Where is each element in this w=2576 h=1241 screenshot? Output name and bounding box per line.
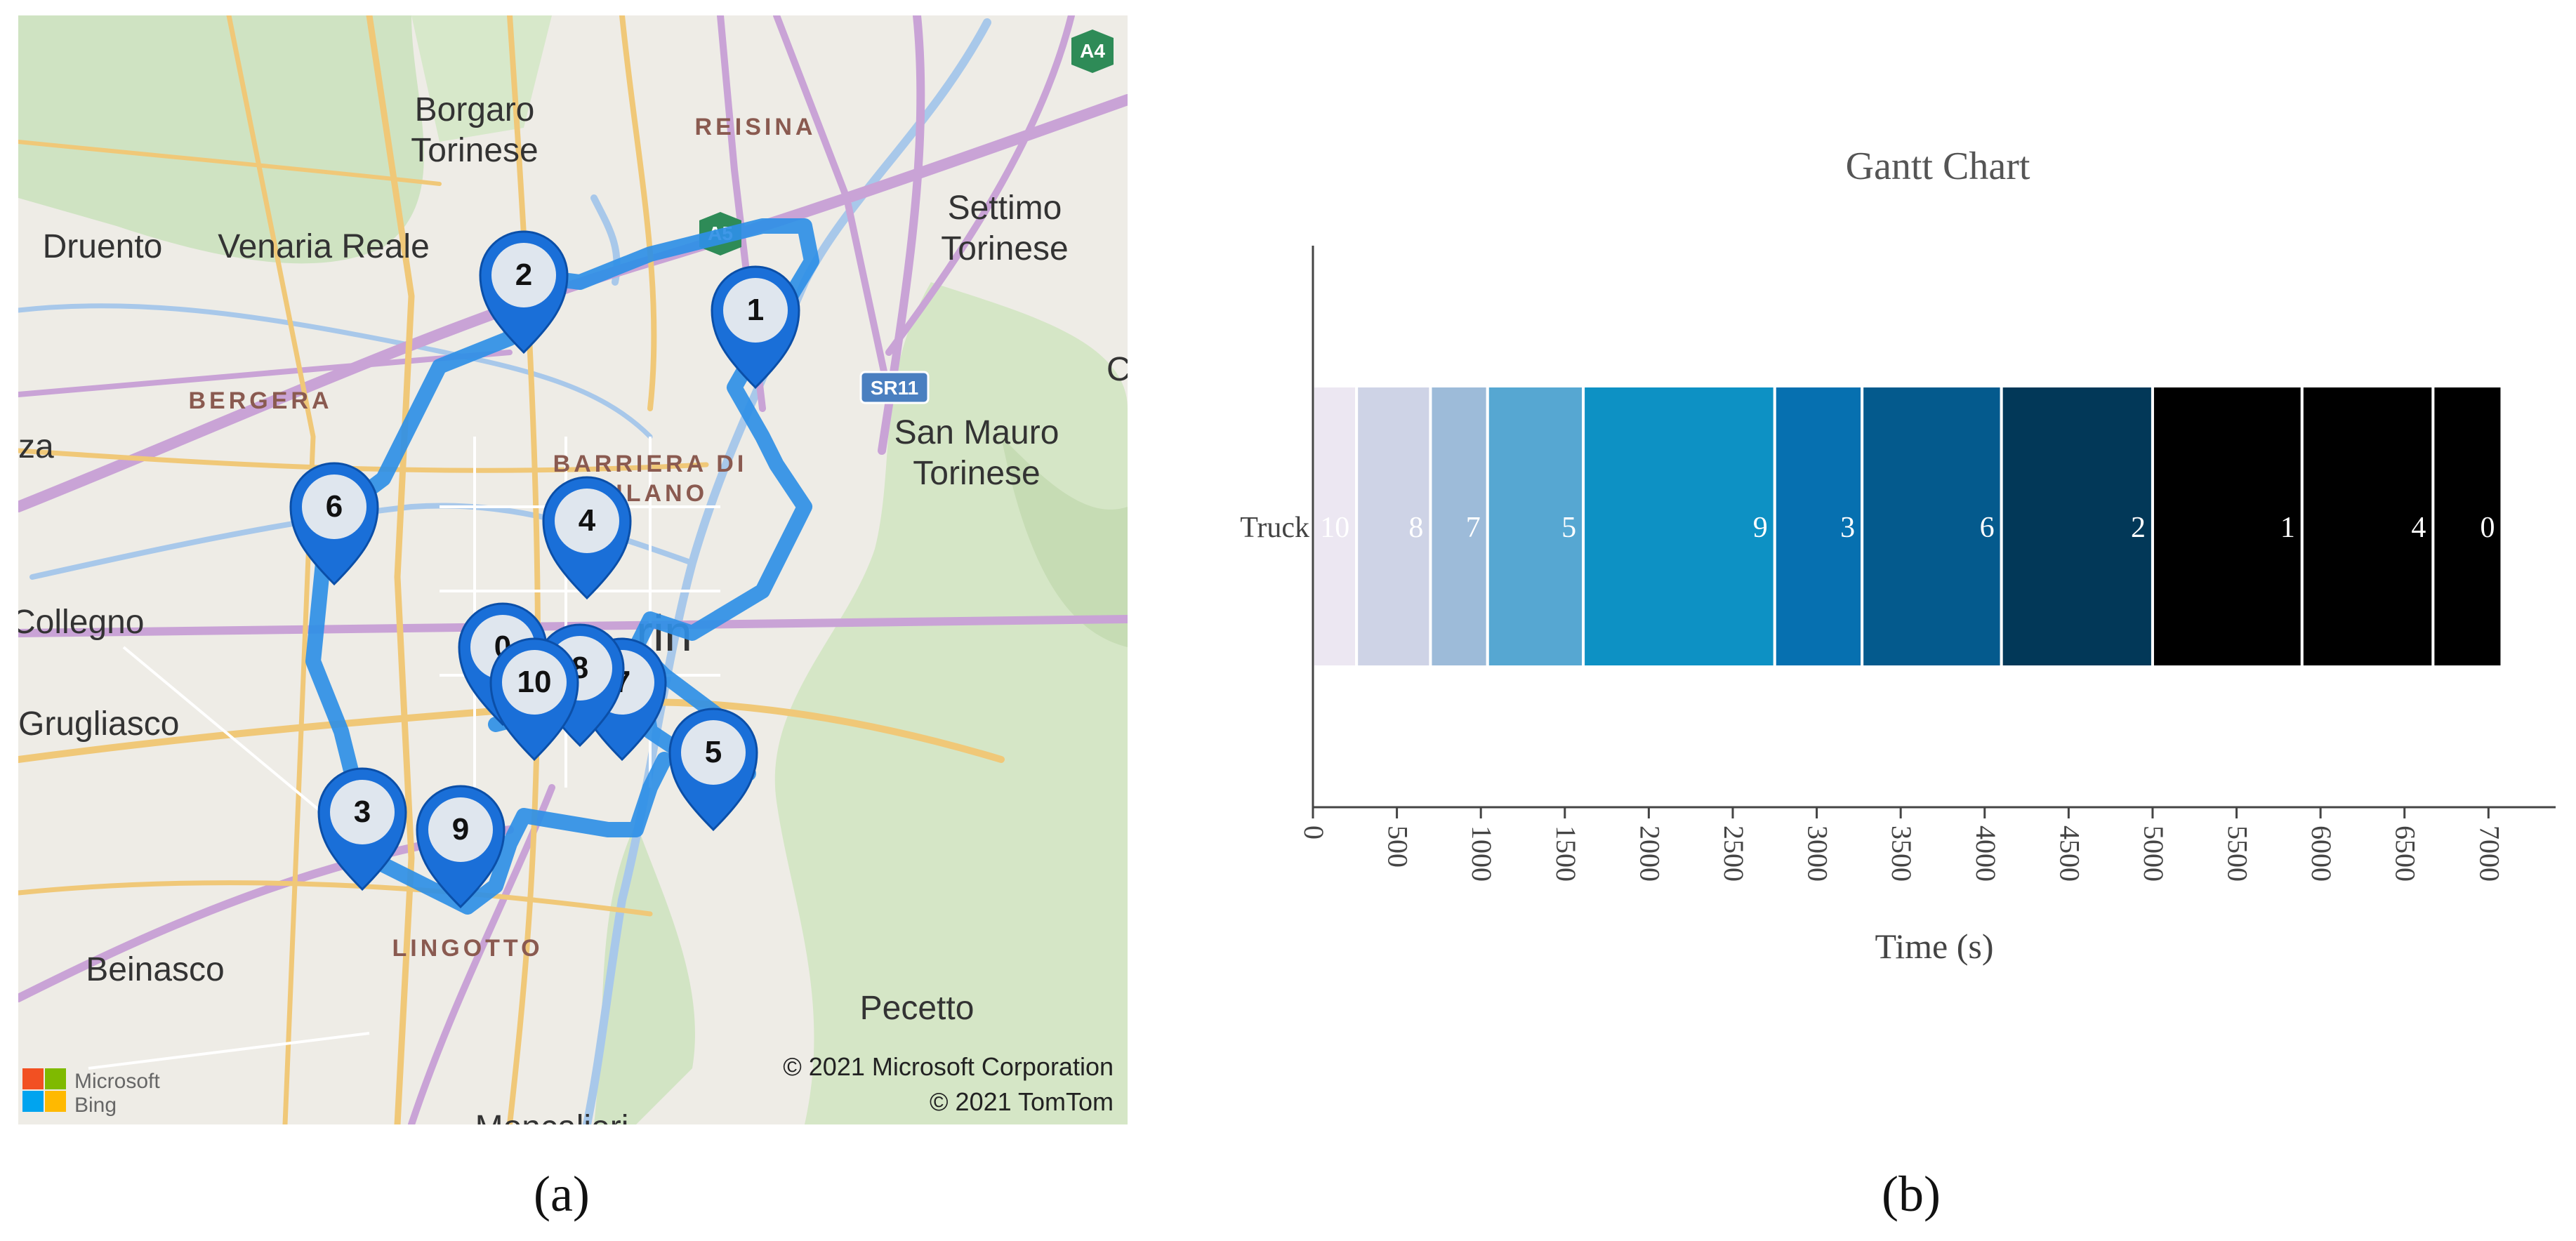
pin-stop-2-label: 2 bbox=[515, 258, 532, 292]
pin-stop-3-label: 3 bbox=[354, 795, 371, 829]
pin-stop-4-label: 4 bbox=[579, 503, 596, 538]
label-edge-c: C bbox=[1107, 351, 1128, 388]
pin-stop-6-label: 6 bbox=[326, 489, 343, 524]
copyright-microsoft: © 2021 Microsoft Corporation bbox=[783, 1052, 1114, 1081]
label-reisina: REISINA bbox=[695, 114, 817, 140]
gantt-segment-7 bbox=[1429, 385, 1489, 668]
x-tick-label-3000: 3000 bbox=[1802, 825, 1834, 882]
gantt-segment-label-4: 4 bbox=[2411, 512, 2426, 544]
x-tick-label-5000: 5000 bbox=[2138, 825, 2169, 882]
x-tick-label-1500: 1500 bbox=[1550, 825, 1582, 882]
bing-logo: Microsoft Bing bbox=[22, 1068, 160, 1117]
label-venaria: Venaria Reale bbox=[218, 228, 430, 265]
x-tick-label-6000: 6000 bbox=[2306, 825, 2337, 882]
pin-stop-1-label: 1 bbox=[747, 293, 764, 327]
category-label-truck: Truck bbox=[1240, 512, 1309, 544]
x-axis-ticks: 0 500 1000 1500 2000 2500 3000 3500 4000 4500 5000… bbox=[1298, 807, 2505, 882]
gantt-segment-5 bbox=[1486, 385, 1585, 668]
gantt-bars bbox=[1312, 385, 2504, 668]
x-tick-label-2500: 2500 bbox=[1718, 825, 1750, 882]
x-tick-label-1000: 1000 bbox=[1466, 825, 1498, 882]
label-san-mauro: San Mauro Torinese bbox=[894, 414, 1059, 492]
gantt-segment-9 bbox=[1582, 385, 1776, 668]
label-bergera: BERGERA bbox=[188, 387, 332, 414]
pin-stop-9[interactable]: 9 bbox=[416, 785, 506, 908]
green-areas bbox=[18, 15, 1128, 1124]
label-pecetto: Pecetto bbox=[860, 990, 975, 1027]
label-settimo: Settimo Torinese bbox=[941, 190, 1068, 267]
brand-microsoft-text: Microsoft bbox=[74, 1070, 160, 1093]
caption-b: (b) bbox=[1882, 1166, 1941, 1222]
road-badge-sr11-text: SR11 bbox=[871, 377, 919, 399]
pin-stop-9-label: 9 bbox=[452, 812, 469, 847]
x-tick-label-2000: 2000 bbox=[1634, 825, 1665, 882]
pin-stop-2[interactable]: 2 bbox=[479, 230, 569, 354]
label-collegno: Collegno bbox=[18, 604, 144, 641]
map-canvas[interactable]: A4 A5 SR11 Borgaro Torinese REISINA Setti… bbox=[18, 15, 1128, 1124]
gantt-segment-label-6: 6 bbox=[1980, 512, 1995, 544]
pin-stop-1[interactable]: 1 bbox=[711, 265, 800, 389]
gantt-segment-10 bbox=[1312, 385, 1359, 668]
pin-stop-5[interactable]: 5 bbox=[668, 708, 758, 831]
x-axis-label: Time (s) bbox=[1875, 927, 1993, 966]
gantt-segment-label-10: 10 bbox=[1320, 512, 1349, 544]
gantt-segment-labels: 10 8 7 5 9 3 6 2 1 4 0 bbox=[1320, 512, 2495, 544]
gantt-segment-label-5: 5 bbox=[1561, 512, 1576, 544]
pin-stop-4[interactable]: 4 bbox=[542, 476, 632, 599]
x-tick-label-4500: 4500 bbox=[2054, 825, 2085, 882]
gantt-segment-label-9: 9 bbox=[1753, 512, 1768, 544]
gantt-segment-label-1: 1 bbox=[2280, 512, 2295, 544]
copyright-tomtom: © 2021 TomTom bbox=[930, 1087, 1114, 1116]
pin-stop-10-label: 10 bbox=[517, 665, 552, 699]
x-tick-label-6500: 6500 bbox=[2390, 825, 2422, 882]
brand-bing-text: Bing bbox=[74, 1094, 117, 1117]
road-badge-a4: A4 bbox=[1071, 29, 1114, 73]
label-borgaro: Borgaro Torinese bbox=[411, 91, 538, 169]
pin-stop-10[interactable]: 10 bbox=[489, 637, 579, 761]
road-badge-a4-text: A4 bbox=[1080, 40, 1105, 62]
gantt-segment-label-7: 7 bbox=[1466, 512, 1481, 544]
chart-title: Gantt Chart bbox=[1846, 145, 2030, 188]
label-za: za bbox=[18, 428, 54, 465]
pin-stop-5-label: 5 bbox=[705, 735, 722, 769]
pin-stop-6[interactable]: 6 bbox=[289, 462, 379, 585]
gantt-chart: Gantt Chart 10 8 7 5 9 3 6 2 1 4 0 Truck 0 500 1000 1… bbox=[1240, 145, 2556, 966]
route-pins[interactable]: 0 1 2 3 4 5 6 7 8 9 10 bbox=[289, 230, 800, 908]
gantt-segment-label-2: 2 bbox=[2131, 512, 2146, 544]
x-tick-label-500: 500 bbox=[1382, 825, 1414, 868]
caption-a: (a) bbox=[534, 1166, 590, 1222]
gantt-segment-6 bbox=[1861, 385, 2003, 668]
label-lingotto: LINGOTTO bbox=[392, 935, 543, 962]
x-tick-label-7000: 7000 bbox=[2473, 825, 2505, 882]
label-druento: Druento bbox=[43, 228, 163, 265]
gantt-segment-label-8: 8 bbox=[1408, 512, 1423, 544]
x-tick-label-3500: 3500 bbox=[1886, 825, 1917, 882]
gantt-segment-3 bbox=[1773, 385, 1864, 668]
x-tick-label-0: 0 bbox=[1298, 825, 1330, 839]
x-tick-label-5500: 5500 bbox=[2222, 825, 2254, 882]
label-beinasco: Beinasco bbox=[86, 951, 224, 988]
x-tick-label-4000: 4000 bbox=[1970, 825, 2002, 882]
label-grugliasco: Grugliasco bbox=[18, 705, 179, 743]
gantt-segment-0 bbox=[2431, 385, 2504, 668]
gantt-segment-label-3: 3 bbox=[1840, 512, 1855, 544]
label-moncalieri: Moncalieri bbox=[475, 1109, 629, 1124]
route-map[interactable]: A4 A5 SR11 Borgaro Torinese REISINA Setti… bbox=[18, 15, 1128, 1124]
road-badge-sr11: SR11 bbox=[859, 371, 930, 404]
gantt-segment-2 bbox=[2000, 385, 2154, 668]
gantt-segment-4 bbox=[2300, 385, 2435, 668]
gantt-segment-label-0: 0 bbox=[2480, 512, 2495, 544]
pin-stop-3[interactable]: 3 bbox=[317, 767, 407, 891]
